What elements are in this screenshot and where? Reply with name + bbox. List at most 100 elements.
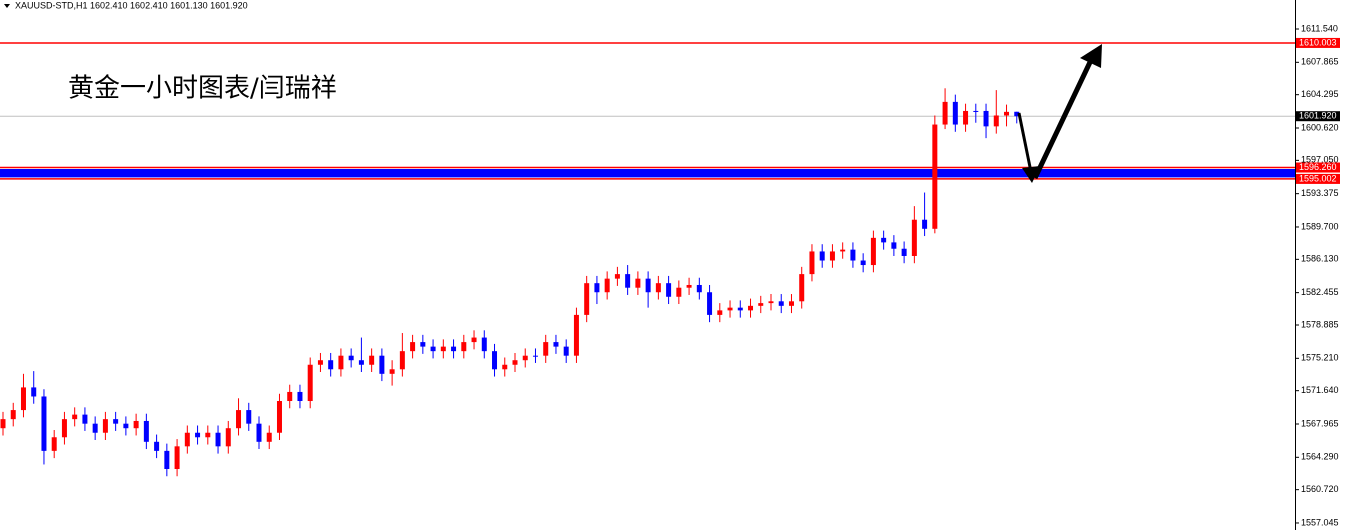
level-band [0,169,1295,178]
candle-body [666,283,672,297]
level-label: 1610.003 [1299,37,1337,47]
y-tick-label: 1600.620 [1301,122,1339,132]
y-tick-label: 1607.865 [1301,57,1339,67]
candle-body [461,342,467,352]
candle-body [532,355,538,357]
candle-body [625,274,631,288]
candle-body [143,420,149,442]
candle-body [369,355,375,365]
y-tick-label: 1604.295 [1301,89,1339,99]
current-price-label-bg [1296,111,1340,122]
candle-body [911,219,917,256]
y-tick-label: 1593.375 [1301,188,1339,198]
candle-body [922,219,928,229]
candle-body [563,346,569,356]
candle-body [860,260,866,266]
level-label-bg [1296,37,1340,48]
candle-body [799,274,805,302]
candle-body [993,115,999,127]
candle-body [246,410,252,424]
candle-body [850,249,856,261]
level-label: 1596.260 [1299,162,1337,172]
level-label-bg [1296,173,1340,184]
candle-body [614,274,620,279]
candle-body [358,360,364,365]
candle-body [113,419,119,424]
candle-body [840,249,846,252]
y-tick-label: 1597.050 [1301,155,1339,165]
candle-body [635,278,641,288]
candle-body [92,423,98,433]
candle-body [205,432,211,438]
candle-body [543,342,549,356]
candle-body [348,355,354,361]
candle-body [481,337,487,352]
candle-body [758,303,764,306]
candle-body [410,342,416,352]
y-tick-label: 1578.885 [1301,319,1339,329]
candle-body [420,342,426,347]
menu-icon [4,4,10,8]
candle-body [870,237,876,266]
candle-body [276,401,282,433]
candle-body [72,414,78,420]
candle-body [184,432,190,447]
candle-body [82,414,88,424]
candle-body [645,278,651,293]
candle-body [1004,111,1010,116]
candle-body [829,251,835,261]
candle-body [594,283,600,293]
candle-body [748,305,754,311]
candle-body [266,432,272,442]
candle-body [696,284,702,293]
candle-body [768,301,774,304]
chart-header: XAUUSD-STD,H1 1602.410 1602.410 1601.130… [15,0,248,10]
candle-body [51,437,57,451]
candle-body [573,314,579,356]
candle-body [287,391,293,402]
arrow-up [1032,56,1095,180]
candle-body [164,450,170,469]
candle-body [10,410,16,420]
candle-body [174,446,180,469]
price-axis: 1611.540 1607.865 1604.295 1600.620 1597.050… [1295,23,1340,527]
candle-body [123,423,129,429]
candle-body [973,110,979,112]
candle-body [31,387,37,397]
candle-body [430,346,436,352]
candle-body [0,419,6,429]
candle-body [819,251,825,261]
candle-body [604,278,610,293]
candle-body [440,346,446,352]
plot-area [0,42,1295,477]
candle-body [809,251,815,275]
candle-body [686,284,692,288]
candle-body [788,301,794,306]
arrow-down [1017,112,1033,173]
candle-body [379,355,385,374]
candle-body [522,355,528,361]
candle-body [778,301,784,306]
level-label: 1595.002 [1299,173,1337,183]
candle-body [41,396,47,451]
candle-body [655,283,661,293]
candle-body [983,110,989,127]
y-tick-label: 1564.290 [1301,452,1339,462]
y-tick-label: 1589.700 [1301,221,1339,231]
candle-body [891,242,897,249]
candle-body [932,124,938,229]
y-tick-label: 1557.045 [1301,517,1339,527]
y-tick-label: 1560.720 [1301,484,1339,494]
candle-body [297,391,303,402]
arrows [1017,44,1102,183]
candle-body [338,355,344,370]
candle-body [727,307,733,311]
candle-body [225,428,231,447]
candle-body [154,441,160,451]
candle-body [20,387,26,411]
candle-body [389,369,395,374]
candle-body [901,248,907,256]
candle-body [512,360,518,365]
candle-body [328,360,334,370]
